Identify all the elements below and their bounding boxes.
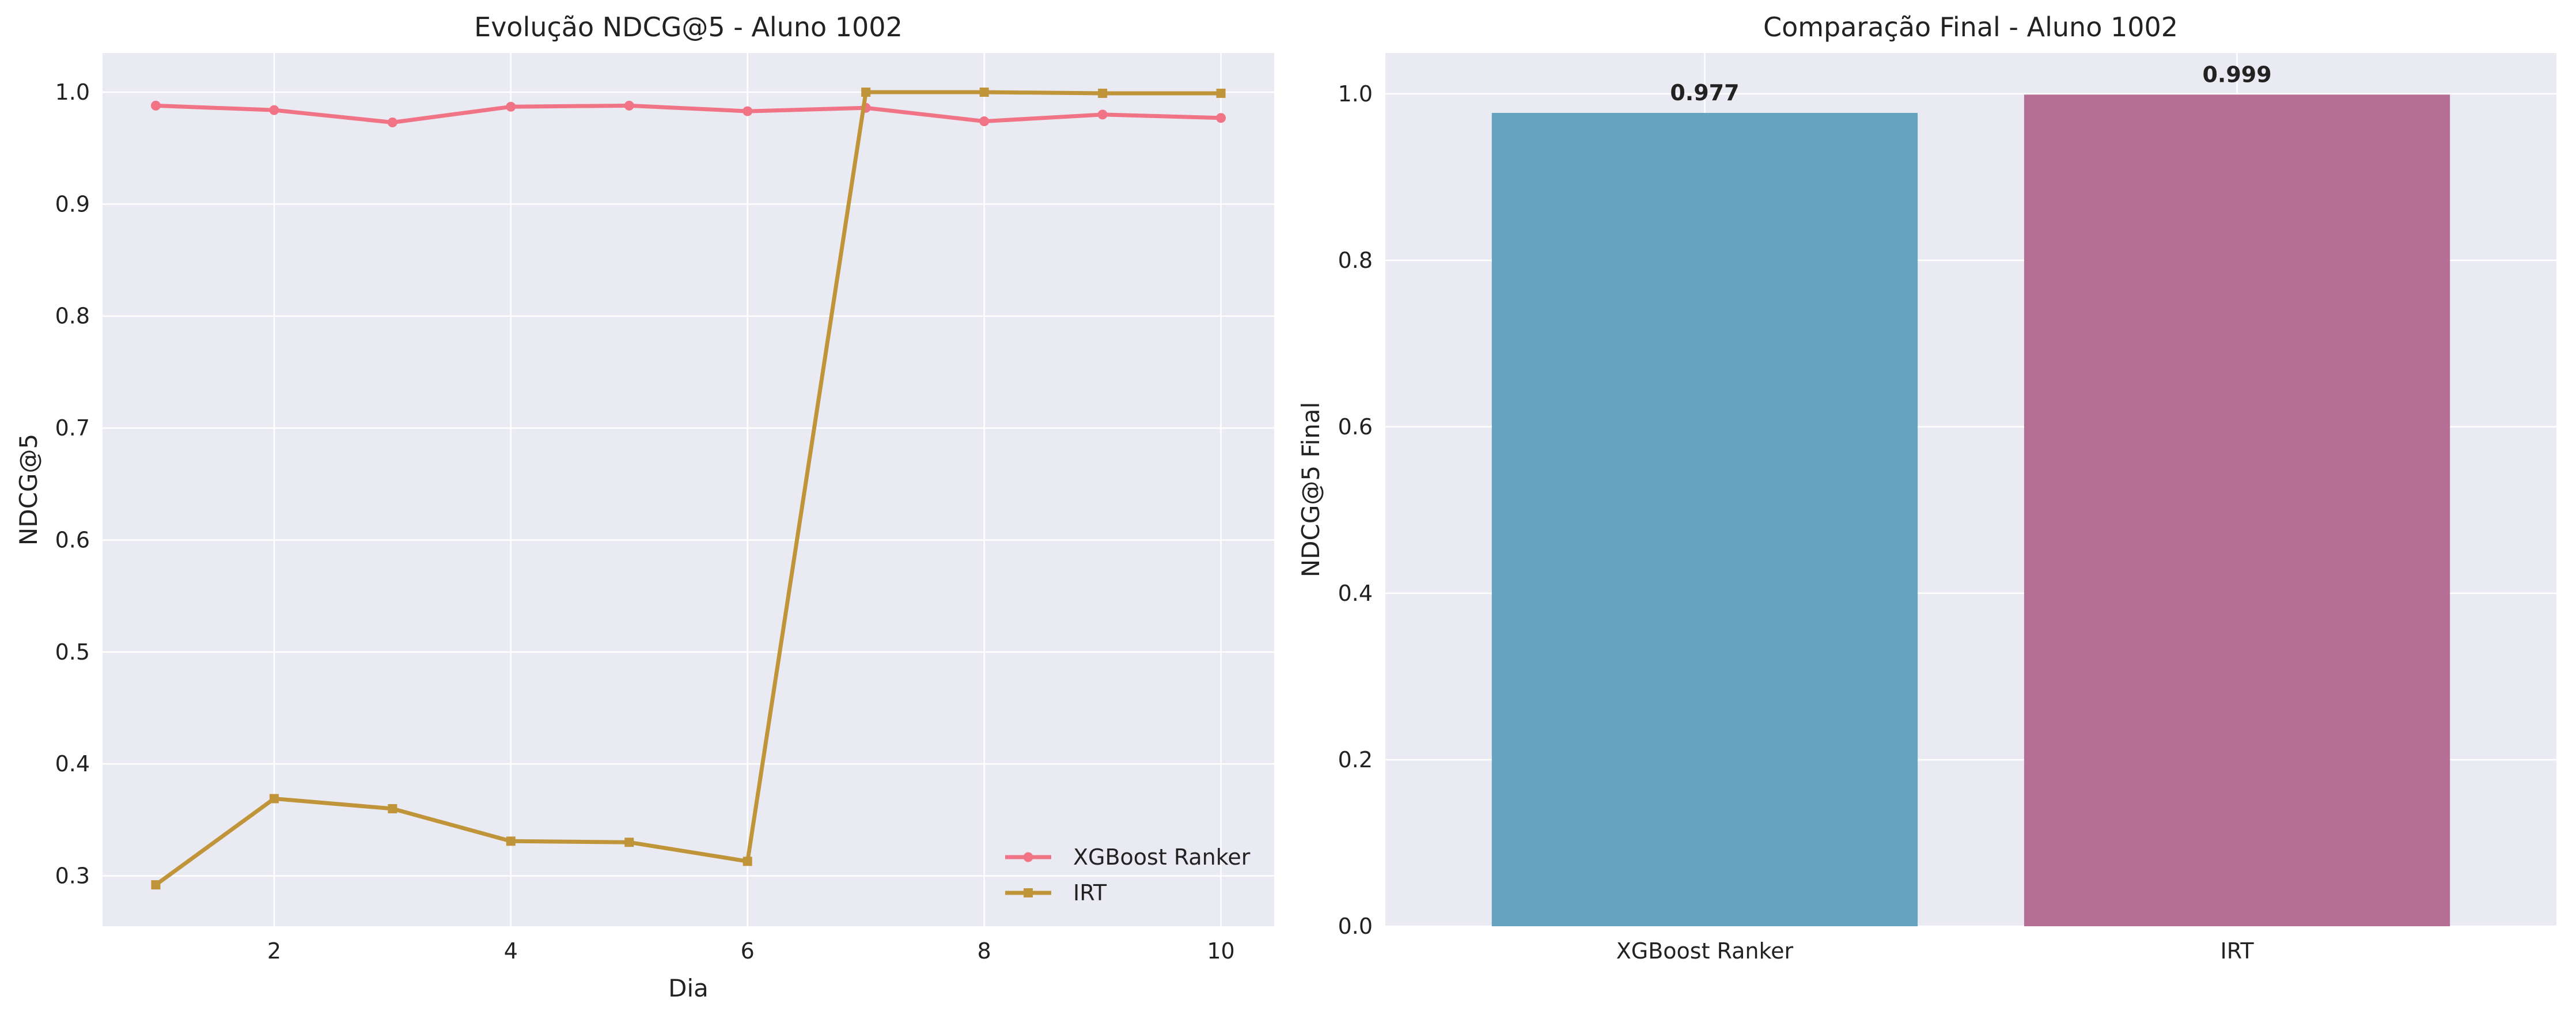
line-x-tick-label: 6 [741, 938, 755, 964]
line-y-tick-label: 0.3 [55, 863, 90, 889]
bar-y-ticks: 0.0 0.2 0.4 0.6 0.8 1.0 [1338, 81, 1373, 939]
line-y-tick-label: 0.7 [55, 415, 90, 441]
line-legend: XGBoost Ranker IRT [1005, 844, 1251, 906]
data-point [1216, 113, 1226, 123]
data-point [979, 116, 990, 127]
line-y-tick-label: 0.4 [55, 751, 90, 776]
data-point [1098, 88, 1108, 98]
line-series-group [150, 88, 1226, 890]
line-x-tick-label: 4 [504, 938, 518, 964]
data-point [979, 88, 989, 97]
data-point [743, 106, 753, 116]
data-point [388, 804, 397, 813]
legend-label: IRT [1073, 880, 1107, 906]
bar-y-axis-label: NDCG@5 Final [1297, 402, 1325, 578]
data-point [269, 794, 279, 804]
data-point [387, 118, 397, 128]
legend-marker [1024, 888, 1033, 897]
line-y-tick-label: 0.5 [55, 639, 90, 665]
data-point [1216, 88, 1226, 98]
bar-y-tick-label: 0.0 [1338, 914, 1373, 939]
bar-y-tick-label: 0.4 [1338, 581, 1373, 606]
line-x-tick-label: 8 [978, 938, 991, 964]
legend-label: XGBoost Ranker [1073, 844, 1251, 870]
data-point [506, 101, 516, 112]
bar-y-tick-label: 0.2 [1338, 747, 1373, 772]
data-point [861, 88, 871, 97]
line-y-ticks: 0.3 0.4 0.5 0.6 0.7 0.8 0.9 1.0 [55, 79, 90, 889]
bar-y-tick-label: 1.0 [1338, 81, 1373, 107]
series-line-2 [154, 90, 1221, 887]
bar-x-ticks: XGBoost Ranker IRT [1616, 938, 2255, 964]
line-chart-title: Evolução NDCG@5 - Aluno 1002 [474, 12, 903, 43]
data-point [624, 100, 634, 111]
line-x-axis-label: Dia [668, 974, 709, 1002]
bar-y-tick-label: 0.8 [1338, 248, 1373, 273]
data-point [269, 105, 279, 115]
data-point [151, 880, 161, 890]
line-plot-area [103, 53, 1274, 926]
line-chart-panel: 0.3 0.4 0.5 0.6 0.7 0.8 0.9 1.0 2 4 6 8 10 Evolução… [14, 12, 1274, 1002]
data-point [1097, 109, 1108, 120]
bar-chart-title: Comparação Final - Aluno 1002 [1763, 12, 2178, 43]
data-point [743, 857, 752, 866]
line-y-tick-label: 0.6 [55, 527, 90, 552]
bar-value-label: 0.977 [1670, 80, 1739, 105]
bar-y-tick-label: 0.6 [1338, 414, 1373, 440]
bar [2024, 94, 2450, 927]
line-y-tick-label: 1.0 [55, 79, 90, 105]
data-point [150, 100, 161, 111]
data-point [624, 838, 634, 847]
bar [1491, 113, 1918, 927]
line-y-tick-label: 0.9 [55, 191, 90, 217]
bar-value-label: 0.999 [2202, 62, 2271, 87]
line-x-tick-label: 2 [267, 938, 281, 964]
line-x-tick-label: 10 [1207, 938, 1234, 964]
line-y-axis-label: NDCG@5 [14, 434, 43, 546]
line-y-tick-label: 0.8 [55, 304, 90, 329]
legend-marker [1023, 852, 1033, 862]
bar-chart-panel: 0.977 0.999 0.0 0.2 0.4 0.6 0.8 1.0 XGBoost Ra… [1297, 12, 2556, 964]
bar-x-tick-label: IRT [2221, 938, 2255, 964]
data-point [506, 836, 516, 846]
series-line-1 [156, 103, 1221, 125]
bar-group: 0.977 0.999 [1491, 62, 2450, 927]
line-x-ticks: 2 4 6 8 10 [267, 938, 1235, 964]
line-grid [103, 53, 1274, 926]
bar-x-tick-label: XGBoost Ranker [1616, 938, 1794, 964]
